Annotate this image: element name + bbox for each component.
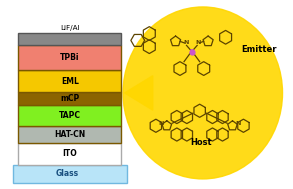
- Text: TPBi: TPBi: [60, 53, 80, 62]
- Text: N: N: [195, 40, 201, 45]
- Text: LiF/Al: LiF/Al: [60, 25, 80, 31]
- Text: N: N: [183, 40, 188, 45]
- Text: EML: EML: [61, 77, 79, 86]
- FancyBboxPatch shape: [13, 165, 127, 183]
- FancyBboxPatch shape: [18, 70, 122, 92]
- FancyBboxPatch shape: [18, 45, 122, 70]
- Text: TAPC: TAPC: [59, 111, 81, 120]
- Text: ITO: ITO: [62, 149, 77, 158]
- FancyBboxPatch shape: [18, 105, 122, 126]
- FancyBboxPatch shape: [18, 126, 122, 143]
- FancyBboxPatch shape: [18, 33, 122, 45]
- Text: N: N: [159, 121, 164, 126]
- Text: Glass: Glass: [55, 169, 79, 178]
- Text: mCP: mCP: [60, 94, 79, 103]
- FancyBboxPatch shape: [18, 92, 122, 105]
- Text: Host: Host: [190, 138, 212, 146]
- Text: HAT-CN: HAT-CN: [54, 130, 86, 139]
- FancyBboxPatch shape: [18, 143, 122, 165]
- Text: N: N: [235, 121, 241, 126]
- Text: B: B: [190, 49, 194, 54]
- Text: Emitter: Emitter: [241, 45, 277, 54]
- Ellipse shape: [123, 7, 282, 179]
- Polygon shape: [125, 76, 153, 110]
